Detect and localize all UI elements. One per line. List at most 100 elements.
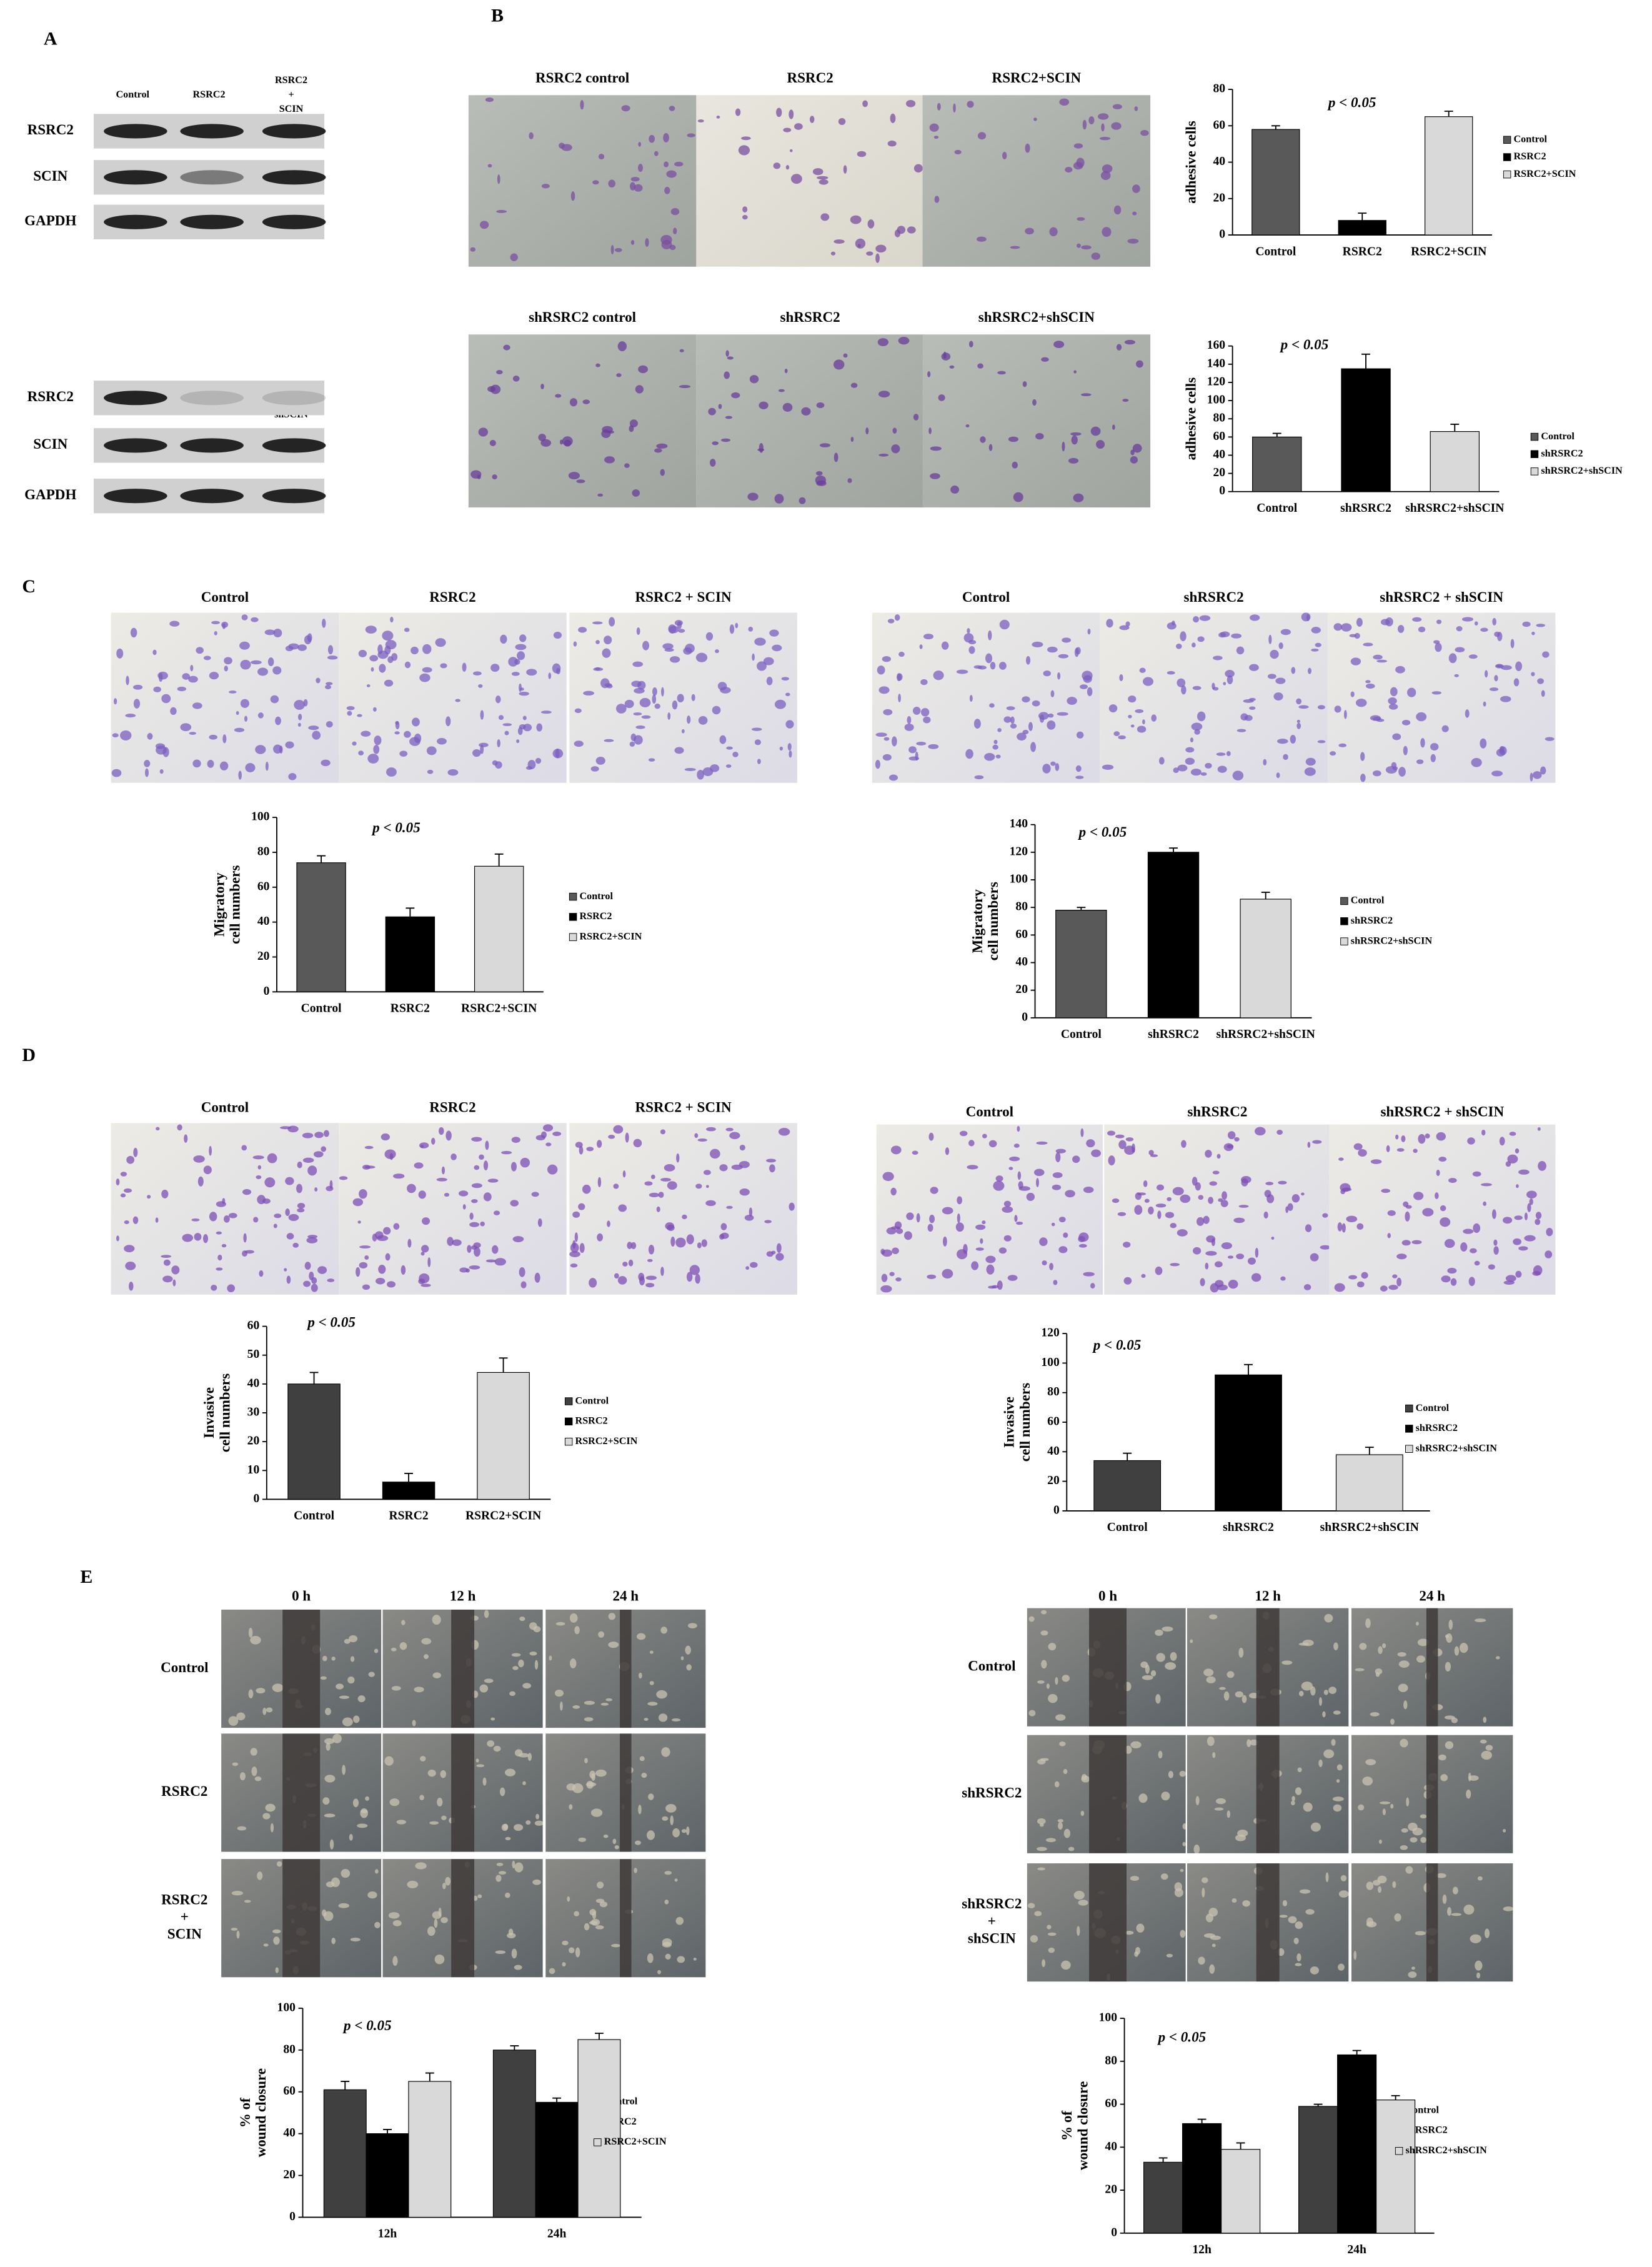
y-tick-label: 80 [1213, 82, 1225, 96]
cell [1353, 1143, 1363, 1150]
cell [288, 643, 299, 650]
cell [695, 1183, 702, 1189]
legend-label: Control [1416, 1403, 1450, 1413]
cell [1207, 1736, 1215, 1746]
cell [697, 770, 704, 780]
cell [785, 165, 790, 170]
cell [674, 161, 684, 167]
cell [997, 1280, 1003, 1290]
cell [124, 1188, 132, 1193]
cell [1041, 357, 1049, 362]
image-label: shRSRC2 control [529, 309, 637, 325]
y-tick-label: 40 [257, 915, 270, 928]
cell [1199, 615, 1211, 621]
cell [462, 1204, 466, 1210]
cell [383, 1227, 391, 1235]
y-tick-label: 10 [247, 1463, 260, 1477]
cell [986, 1264, 995, 1275]
cell [582, 1184, 591, 1194]
cell [759, 442, 764, 453]
cell [1536, 624, 1545, 627]
cell [555, 1622, 565, 1626]
legend-swatch [569, 933, 577, 941]
cell [636, 1633, 646, 1640]
cell [1413, 1192, 1424, 1200]
cell [510, 1162, 517, 1172]
cell [1474, 621, 1478, 625]
cell [1035, 433, 1044, 440]
image-label: Control [962, 589, 1010, 605]
legend-label: shRSRC2 [1541, 448, 1583, 459]
cell [243, 1233, 247, 1243]
cell [1215, 1798, 1226, 1805]
cell [1068, 457, 1079, 464]
cell [1192, 642, 1196, 648]
cell [595, 1925, 604, 1930]
cell [384, 1149, 396, 1159]
cell [1537, 1127, 1541, 1131]
cell [163, 1259, 171, 1266]
cell [1343, 710, 1347, 719]
cell [385, 640, 397, 650]
cell [1055, 1714, 1066, 1721]
cell [1113, 205, 1122, 215]
bar [1093, 1460, 1162, 1512]
cell [968, 1140, 975, 1147]
cell [982, 1220, 986, 1225]
cell [1338, 1157, 1344, 1161]
cell [956, 669, 968, 674]
cell [1142, 719, 1145, 725]
cell [1323, 1690, 1328, 1695]
cell [1073, 370, 1077, 374]
cell [578, 627, 587, 633]
y-tick-label: 0 [1219, 484, 1225, 497]
cell [672, 1828, 680, 1838]
cell [1448, 653, 1457, 664]
cell [878, 686, 890, 694]
cell [1480, 627, 1488, 632]
cell [1387, 1233, 1391, 1238]
cell [487, 386, 496, 392]
error-bar [1444, 111, 1453, 117]
cell [441, 1166, 445, 1175]
cell [1270, 649, 1279, 659]
cell [549, 1655, 552, 1661]
cell [1167, 1197, 1172, 1202]
cell [778, 389, 785, 392]
cell [1529, 1198, 1533, 1205]
cell [324, 1708, 331, 1715]
cell [1151, 714, 1157, 722]
legend-label: RSRC2 [575, 1416, 608, 1427]
cell [1048, 1693, 1058, 1703]
cell [1246, 1739, 1251, 1748]
cell [725, 350, 729, 357]
cell [725, 1127, 734, 1132]
cell [147, 733, 153, 740]
tile-border [544, 1732, 707, 1853]
cell [716, 116, 720, 119]
cell [1106, 619, 1113, 628]
cell [938, 394, 945, 401]
error-bar [1261, 891, 1270, 899]
cell [529, 1652, 537, 1656]
cell [132, 1216, 139, 1224]
cell [642, 640, 650, 650]
cell [541, 184, 550, 189]
cell [782, 402, 793, 412]
cell [927, 1223, 933, 1232]
cell [1065, 1190, 1075, 1198]
cell [1008, 436, 1019, 442]
cell [1191, 722, 1203, 731]
cell [927, 1274, 937, 1279]
cell [720, 1223, 727, 1230]
cell [1238, 1205, 1249, 1208]
cell [592, 1911, 597, 1920]
cell [361, 730, 371, 737]
cell [689, 1265, 700, 1275]
cell [324, 1130, 329, 1137]
cell [1158, 1750, 1163, 1759]
cell [687, 1623, 697, 1628]
photo [696, 95, 924, 267]
legend-label: RSRC2 [579, 911, 612, 922]
blot-band [104, 124, 167, 139]
